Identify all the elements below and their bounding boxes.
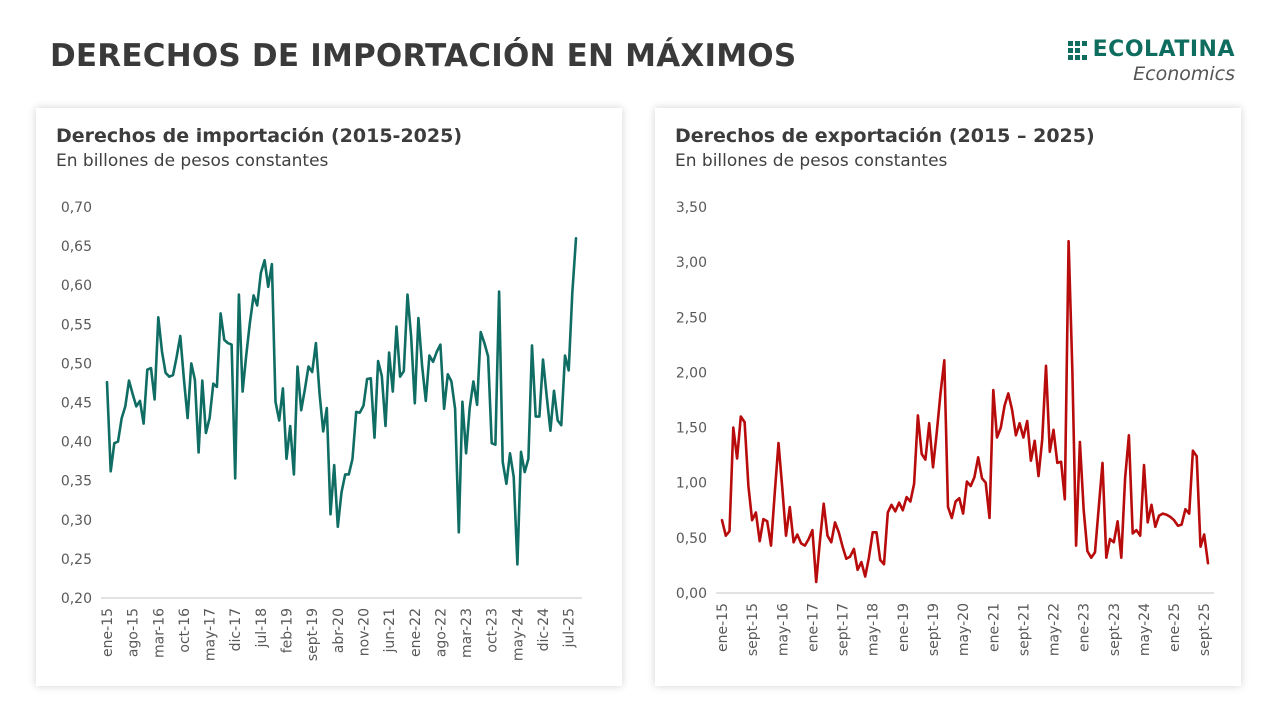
y-tick-label: 1,00 xyxy=(676,476,707,492)
y-tick-label: 0,25 xyxy=(61,552,92,568)
x-tick-label: ene-17 xyxy=(805,603,821,652)
logo-mark-icon xyxy=(1067,40,1087,60)
y-tick-label: 0,50 xyxy=(61,356,92,372)
logo-subtitle: Economics xyxy=(1133,63,1235,85)
y-tick-label: 2,00 xyxy=(676,365,707,381)
chart-title: Derechos de importación (2015-2025) xyxy=(56,125,463,147)
y-tick-label: 0,20 xyxy=(61,591,92,607)
x-tick-label: jul-18 xyxy=(254,608,270,649)
y-tick-label: 1,50 xyxy=(676,421,707,437)
x-tick-label: jul-25 xyxy=(562,608,578,649)
chart-title: Derechos de exportación (2015 – 2025) xyxy=(675,125,1095,147)
x-tick-label: sept-15 xyxy=(745,603,761,656)
x-tick-label: may-24 xyxy=(510,608,526,661)
x-tick-label: ago-22 xyxy=(433,608,449,657)
logo-name: ECOLATINA xyxy=(1092,37,1235,62)
x-tick-label: sept-23 xyxy=(1107,603,1123,656)
x-tick-label: sept-19 xyxy=(305,608,321,661)
x-tick-label: nov-20 xyxy=(356,608,372,656)
x-tick-label: ene-15 xyxy=(100,608,116,657)
page-title: DERECHOS DE IMPORTACIÓN EN MÁXIMOS xyxy=(50,38,797,74)
y-tick-label: 0,55 xyxy=(61,317,92,333)
x-tick-label: sept-17 xyxy=(836,603,852,656)
x-tick-label: ene-15 xyxy=(715,603,731,652)
x-tick-label: sept-19 xyxy=(926,603,942,656)
x-tick-label: dic-17 xyxy=(228,608,244,651)
x-tick-label: may-17 xyxy=(203,608,219,661)
y-tick-label: 0,00 xyxy=(676,586,707,602)
x-tick-label: oct-23 xyxy=(485,608,501,653)
y-tick-label: 0,65 xyxy=(61,239,92,255)
series-line xyxy=(105,237,578,566)
chart-subtitle: En billones de pesos constantes xyxy=(56,151,329,171)
export-chart-card: Derechos de exportación (2015 – 2025) En… xyxy=(655,108,1241,686)
x-tick-label: ene-23 xyxy=(1077,603,1093,652)
y-tick-label: 0,60 xyxy=(61,278,92,294)
x-tick-label: sept-25 xyxy=(1197,603,1213,656)
y-tick-label: 0,35 xyxy=(61,474,92,490)
y-tick-label: 0,50 xyxy=(676,531,707,547)
x-tick-label: ene-19 xyxy=(896,603,912,652)
x-tick-label: oct-16 xyxy=(177,608,193,653)
x-tick-label: may-18 xyxy=(866,603,882,656)
x-tick-label: dic-24 xyxy=(536,608,552,651)
import-chart: 0,20 0,25 0,30 0,35 0,40 0,45 0,50 0,55 0,60 0,65… xyxy=(61,200,582,661)
x-tick-label: may-16 xyxy=(775,603,791,656)
y-tick-label: 3,50 xyxy=(676,200,707,216)
x-tick-label: may-24 xyxy=(1137,603,1153,656)
x-tick-label: jun-21 xyxy=(382,608,398,654)
export-chart: 0,00 0,50 1,00 1,50 2,00 2,50 3,00 3,50 ene-15 se… xyxy=(676,200,1214,656)
import-chart-card: Derechos de importación (2015-2025) En b… xyxy=(36,108,622,686)
y-tick-label: 3,00 xyxy=(676,255,707,271)
x-tick-label: ene-22 xyxy=(408,608,424,657)
y-tick-label: 0,45 xyxy=(61,396,92,412)
series-line xyxy=(720,239,1210,584)
x-tick-label: ene-21 xyxy=(986,603,1002,652)
chart-subtitle: En billones de pesos constantes xyxy=(675,151,948,171)
y-tick-label: 0,30 xyxy=(61,513,92,529)
x-tick-label: may-22 xyxy=(1047,603,1063,656)
x-tick-label: ene-25 xyxy=(1167,603,1183,652)
x-tick-label: feb-19 xyxy=(280,608,296,653)
x-tick-label: ago-15 xyxy=(126,608,142,657)
x-tick-label: abr-20 xyxy=(331,608,347,653)
ecolatina-logo: ECOLATINA Economics xyxy=(1067,37,1235,85)
y-tick-label: 2,50 xyxy=(676,310,707,326)
y-tick-label: 0,70 xyxy=(61,200,92,216)
x-tick-label: mar-16 xyxy=(151,608,167,658)
y-tick-label: 0,40 xyxy=(61,435,92,451)
x-tick-label: mar-23 xyxy=(459,608,475,658)
x-tick-label: sept-21 xyxy=(1016,603,1032,656)
x-tick-label: may-20 xyxy=(956,603,972,656)
